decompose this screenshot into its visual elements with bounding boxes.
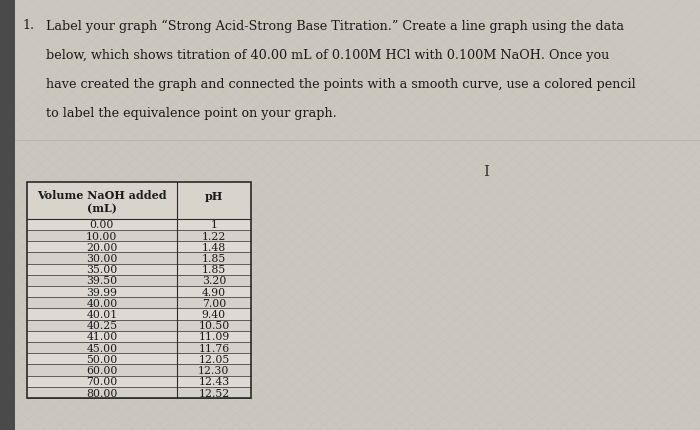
- Bar: [27, 320, 251, 331]
- Bar: [27, 387, 251, 398]
- Text: 3.20: 3.20: [202, 276, 226, 286]
- Text: Volume NaOH added: Volume NaOH added: [37, 189, 167, 200]
- Text: 40.01: 40.01: [86, 309, 118, 319]
- Bar: [27, 230, 251, 242]
- Text: 40.00: 40.00: [86, 298, 118, 308]
- Text: 60.00: 60.00: [86, 365, 118, 375]
- Text: 9.40: 9.40: [202, 309, 226, 319]
- Text: 20.00: 20.00: [86, 242, 118, 252]
- Text: (mL): (mL): [87, 203, 117, 214]
- Text: 45.00: 45.00: [86, 343, 118, 353]
- Text: below, which shows titration of 40.00 mL of 0.100M HCl with 0.100M NaOH. Once yo: below, which shows titration of 40.00 mL…: [46, 49, 609, 61]
- Text: 12.30: 12.30: [198, 365, 230, 375]
- Bar: [27, 183, 251, 398]
- Bar: [27, 331, 251, 342]
- Text: 70.00: 70.00: [86, 376, 118, 387]
- Text: pH: pH: [204, 190, 223, 201]
- Text: 10.00: 10.00: [86, 231, 118, 241]
- Text: 35.00: 35.00: [86, 264, 118, 275]
- Text: 1: 1: [210, 220, 217, 230]
- Text: 7.00: 7.00: [202, 298, 226, 308]
- Text: 30.00: 30.00: [86, 253, 118, 264]
- Bar: [27, 183, 251, 398]
- Text: 1.48: 1.48: [202, 242, 226, 252]
- Text: 12.05: 12.05: [198, 354, 230, 364]
- Bar: [27, 376, 251, 387]
- Bar: [27, 286, 251, 298]
- Text: have created the graph and connected the points with a smooth curve, use a color: have created the graph and connected the…: [46, 78, 636, 91]
- Bar: [27, 275, 251, 286]
- Text: 12.43: 12.43: [198, 376, 230, 387]
- Text: 39.50: 39.50: [86, 276, 118, 286]
- Text: 10.50: 10.50: [198, 320, 230, 331]
- Text: 12.52: 12.52: [198, 387, 230, 398]
- Text: 4.90: 4.90: [202, 287, 226, 297]
- Text: 1.85: 1.85: [202, 264, 226, 275]
- Text: 0.00: 0.00: [90, 220, 114, 230]
- Bar: [27, 365, 251, 376]
- Bar: [27, 264, 251, 275]
- Bar: [0, 0, 15, 430]
- Bar: [27, 183, 251, 219]
- Text: I: I: [484, 165, 489, 179]
- Text: 50.00: 50.00: [86, 354, 118, 364]
- Bar: [27, 342, 251, 353]
- Bar: [27, 353, 251, 365]
- Text: 1.85: 1.85: [202, 253, 226, 264]
- Text: 11.76: 11.76: [198, 343, 230, 353]
- Text: to label the equivalence point on your graph.: to label the equivalence point on your g…: [46, 107, 336, 120]
- Text: Label your graph “Strong Acid-Strong Base Titration.” Create a line graph using : Label your graph “Strong Acid-Strong Bas…: [46, 19, 624, 33]
- Bar: [27, 219, 251, 230]
- Bar: [27, 253, 251, 264]
- Bar: [27, 242, 251, 253]
- Text: 1.: 1.: [22, 19, 34, 32]
- Bar: [27, 309, 251, 320]
- Text: 39.99: 39.99: [86, 287, 118, 297]
- Text: 41.00: 41.00: [86, 332, 118, 342]
- Text: 1.22: 1.22: [202, 231, 226, 241]
- Text: 11.09: 11.09: [198, 332, 230, 342]
- Bar: [27, 298, 251, 309]
- Text: 80.00: 80.00: [86, 387, 118, 398]
- Text: 40.25: 40.25: [86, 320, 118, 331]
